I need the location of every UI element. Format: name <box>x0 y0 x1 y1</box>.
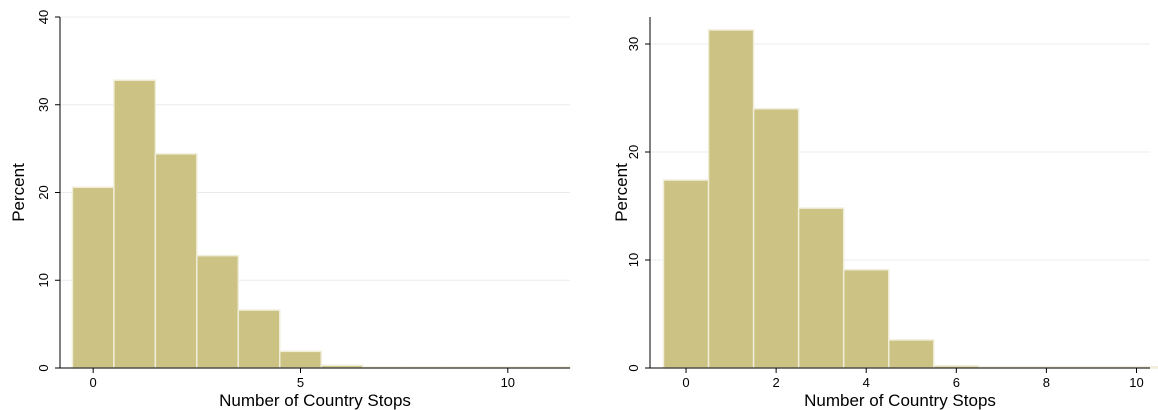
x-tick-label: 4 <box>863 375 870 390</box>
histogram-bar <box>662 179 710 369</box>
x-tick-label: 10 <box>1129 375 1143 390</box>
histogram-bar <box>154 153 198 369</box>
x-tick-label: 6 <box>953 375 960 390</box>
y-tick-label: 10 <box>36 273 51 287</box>
histogram-right-panel: 0 10 20 30 0 2 4 6 8 10 Number of Country Stops Per… <box>612 17 1158 410</box>
y-tick-label: 10 <box>626 253 641 267</box>
histogram-bar <box>707 29 755 369</box>
y-tick-label: 0 <box>36 364 51 371</box>
y-tick-label: 0 <box>626 364 641 371</box>
y-tick-label: 30 <box>626 37 641 51</box>
y-tick-label: 30 <box>36 98 51 112</box>
x-tick-label: 0 <box>682 375 689 390</box>
x-tick-label: 0 <box>90 375 97 390</box>
histogram-bar <box>237 309 281 369</box>
x-axis-title: Number of Country Stops <box>219 391 411 410</box>
x-tick-label: 8 <box>1043 375 1050 390</box>
x-tick-label: 10 <box>501 375 515 390</box>
x-tick-label: 2 <box>773 375 780 390</box>
histogram-bar <box>113 79 157 369</box>
x-tick-label: 5 <box>297 375 304 390</box>
histogram-left-panel: 0 10 20 30 40 0 5 10 Number of Country Stops Perc… <box>9 10 571 410</box>
y-axis-title: Percent <box>612 163 631 222</box>
y-tick-label: 20 <box>36 185 51 199</box>
y-tick-label: 40 <box>36 10 51 24</box>
x-axis-title: Number of Country Stops <box>804 391 996 410</box>
histogram-bar <box>279 350 322 369</box>
histogram-bar <box>887 339 935 369</box>
histogram-bar <box>752 108 800 369</box>
histogram-bar <box>71 186 115 369</box>
histogram-bar <box>842 268 890 369</box>
y-axis-title: Percent <box>9 163 28 222</box>
y-tick-label: 20 <box>626 145 641 159</box>
histogram-bar <box>196 254 240 369</box>
histogram-bar <box>797 207 845 369</box>
